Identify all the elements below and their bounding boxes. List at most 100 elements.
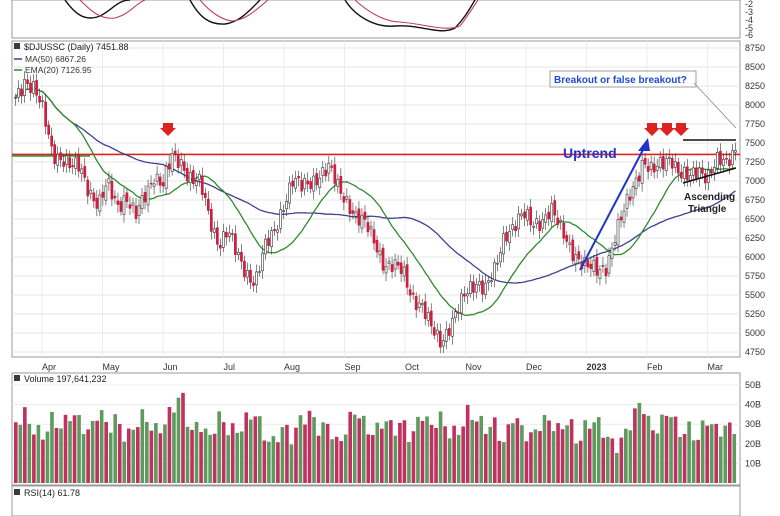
- volume-bar: [380, 428, 384, 483]
- candle-body: [643, 158, 647, 165]
- candle-body: [101, 191, 105, 198]
- candle-body: [285, 200, 288, 210]
- volume-bar: [691, 440, 696, 483]
- volume-bar: [199, 432, 203, 483]
- candle-body: [685, 166, 689, 181]
- volume-bar: [574, 443, 578, 483]
- candle-body: [318, 177, 322, 188]
- volume-bar: [113, 414, 118, 483]
- volume-bar: [624, 428, 628, 483]
- symbol-marker-icon: [14, 43, 20, 49]
- volume-bar: [235, 432, 240, 483]
- candle-body: [215, 227, 219, 245]
- candle-body: [390, 264, 394, 273]
- volume-bar: [95, 420, 99, 483]
- candle-body: [574, 254, 578, 264]
- candle-body: [716, 151, 719, 169]
- price-tick-label: 5250: [745, 309, 765, 319]
- candle-body: [200, 175, 204, 195]
- price-tick-label: 8250: [745, 81, 765, 91]
- candle-body: [222, 231, 225, 248]
- volume-bar: [298, 415, 303, 483]
- candle-body: [26, 79, 29, 84]
- candle-body: [420, 303, 424, 306]
- volume-bar: [470, 420, 475, 483]
- volume-bar: [104, 421, 108, 483]
- month-label: Jun: [163, 362, 178, 372]
- candle-body: [47, 124, 50, 135]
- candle-body: [170, 153, 174, 172]
- candle-body: [691, 167, 695, 176]
- volume-bar: [614, 452, 619, 483]
- candle-body: [565, 235, 569, 242]
- volume-bar: [465, 404, 470, 483]
- month-label: Feb: [647, 362, 663, 372]
- uptrend-label: Uptrend: [563, 145, 617, 161]
- oscillator-line-red: [79, 0, 479, 29]
- volume-bar: [136, 427, 140, 483]
- volume-tick-label: 50B: [745, 380, 761, 390]
- candle-body: [321, 167, 325, 176]
- candle-body: [212, 228, 216, 233]
- annotations: Breakout or false breakout? Uptrend Asce…: [160, 70, 737, 271]
- candle-body: [529, 206, 532, 226]
- volume-bar: [529, 432, 533, 483]
- candle-body: [725, 157, 728, 160]
- volume-tick-label: 10B: [745, 458, 761, 468]
- candle-body: [116, 200, 120, 205]
- candle-body: [191, 170, 195, 185]
- volume-bar: [366, 434, 371, 483]
- volume-bar: [343, 434, 348, 483]
- candle-body: [429, 310, 433, 327]
- candle-body: [556, 217, 560, 225]
- volume-bar: [267, 441, 271, 483]
- candle-body: [228, 232, 231, 237]
- candle-body: [508, 231, 511, 244]
- volume-bar: [253, 416, 258, 483]
- candle-body: [279, 209, 282, 229]
- volume-bar: [280, 427, 285, 483]
- volume-marker-icon: [14, 375, 20, 381]
- candle-body: [625, 194, 629, 209]
- volume-label: Volume 197,641,232: [24, 374, 107, 384]
- candle-body: [98, 194, 102, 212]
- candle-body: [357, 208, 361, 226]
- candle-body: [411, 292, 415, 295]
- volume-bar: [506, 424, 511, 483]
- candle-body: [731, 150, 734, 165]
- candle-body: [152, 183, 156, 187]
- candle-body: [125, 192, 129, 202]
- volume-bar: [443, 426, 447, 483]
- candle-body: [369, 226, 373, 230]
- volume-bar: [316, 435, 321, 483]
- candle-body: [264, 238, 267, 255]
- volume-bar: [696, 439, 700, 483]
- candle-body: [267, 237, 270, 246]
- candle-body: [62, 161, 66, 167]
- candle-body: [463, 293, 466, 297]
- volume-bar: [700, 420, 705, 483]
- candle-body: [631, 186, 635, 199]
- candle-body: [550, 203, 554, 222]
- down-arrow-icon: [644, 123, 660, 136]
- candle-body: [348, 199, 352, 214]
- candle-body: [405, 264, 409, 288]
- candle-body: [438, 331, 442, 348]
- price-tick-label: 6250: [745, 233, 765, 243]
- breakout-callout: Breakout or false breakout?: [554, 75, 687, 86]
- candle-body: [697, 167, 701, 179]
- volume-bar: [81, 434, 86, 483]
- month-label: Apr: [42, 362, 56, 372]
- volume-bar: [63, 414, 68, 483]
- candle-body: [472, 281, 475, 293]
- callout-box: [549, 70, 697, 88]
- volume-bar: [660, 414, 664, 483]
- volume-bar: [511, 423, 515, 483]
- month-label: 2023: [587, 362, 607, 372]
- candle-body: [417, 302, 421, 309]
- month-label: Nov: [466, 362, 483, 372]
- candle-body: [303, 178, 307, 190]
- candle-body: [628, 196, 632, 201]
- volume-bar: [357, 418, 362, 483]
- volume-bar: [181, 392, 185, 483]
